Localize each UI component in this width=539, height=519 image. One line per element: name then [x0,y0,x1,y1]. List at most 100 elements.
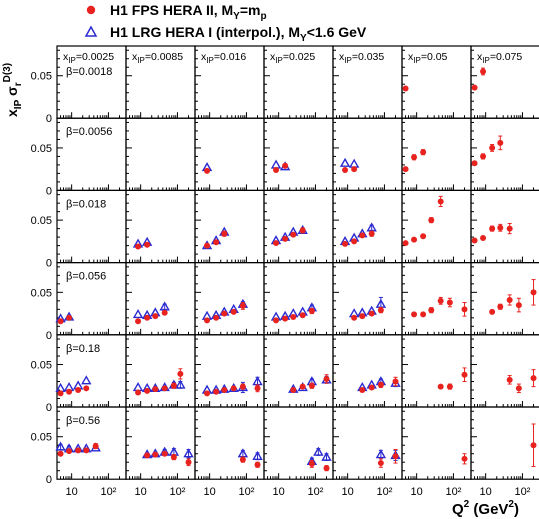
fps-data-point [420,311,427,318]
fps-data-point [377,307,384,314]
lrg-data-point [252,450,263,460]
column-label-xip: xIP=0.075 [477,51,522,65]
panel-grid: 0 0.05 0 0.05 0 0.05 0 0.05 0 0.05 0 0.05 10 10² 10 10²… [31,45,539,498]
panel-frame [401,406,472,480]
fps-data-point [497,224,504,231]
fps-data-point [221,310,228,317]
fps-data-point [152,313,159,320]
panel-frame [194,117,265,191]
fps-data-point [144,314,151,321]
fps-data-point [368,230,375,237]
panel-frame [263,117,334,191]
row-label-beta: β=0.056 [66,271,106,283]
fps-data-point [411,311,418,318]
panel-frame [125,406,196,480]
x-tick-label: 10 [135,486,147,498]
fps-data-point [480,153,487,160]
fps-data-point [530,442,537,449]
fps-data-point [161,309,168,316]
panel-frame [194,334,265,408]
panel-frame [194,189,265,264]
fps-data-point [392,453,399,460]
panel-frame [263,406,334,480]
fps-data-point [437,297,444,304]
panel-frame [194,262,265,336]
fps-data-point [177,370,184,377]
fps-data-point [506,376,513,383]
fps-data-point [368,384,375,391]
fps-data-point [161,385,168,392]
fps-data-point [489,225,496,232]
fps-data-point [213,388,220,395]
x-tick-label: 10 [66,486,78,498]
x-tick-label: 10 [342,486,354,498]
panel-frame [332,189,403,264]
fps-data-point [308,460,315,467]
legend-lrg-label: H1 LRG HERA I (interpol.), MY<1.6 GeV [110,24,367,44]
fps-data-point [144,452,151,459]
fps-data-point [290,313,297,320]
fps-data-point [351,166,358,173]
fps-data-point [66,314,73,321]
fps-data-point [506,225,513,232]
lrg-data-point [132,382,144,392]
fps-data-point [230,308,237,315]
fps-data-point [446,299,453,306]
lrg-data-point [321,451,332,461]
fps-data-point [437,383,444,390]
column-label-xip: xIP=0.035 [339,51,384,65]
fps-data-point [461,306,468,313]
panel-frame [194,406,265,480]
fps-data-point [57,390,64,397]
fps-data-point [204,317,211,324]
fps-data-point [342,167,349,174]
fps-data-point [446,383,453,390]
legend-fps-label: H1 FPS HERA II, MY=mp [110,2,267,22]
fps-data-point [83,385,90,392]
fps-data-point [299,227,306,234]
lrg-data-point [55,382,66,393]
x-tick-label: 10² [169,486,185,498]
fps-data-point [489,308,496,315]
fps-data-point [308,308,315,315]
y-tick-label: 0 [46,474,52,486]
fps-data-point [471,160,478,167]
fps-data-point [254,385,261,392]
fps-data-point [428,307,435,314]
fps-data-point [323,465,330,472]
fps-data-point [323,375,330,382]
fps-data-point [213,239,220,246]
fps-data-point [75,447,82,454]
row-label-beta: β=0.0056 [66,126,112,138]
fps-data-point [290,387,297,394]
panel-frame [125,262,196,336]
fps-data-point [282,162,289,169]
row-label-beta: β=0.018 [66,198,106,210]
fps-data-point [230,385,237,392]
lrg-data-point [339,157,351,167]
fps-data-point [411,236,418,243]
lrg-data-point [132,309,144,319]
fps-data-point [359,313,366,320]
x-tick-label: 10² [445,486,461,498]
fps-data-point [273,317,280,324]
fps-data-point [239,456,246,463]
lrg-data-point [348,158,360,168]
fps-data-point [161,450,168,457]
legend-lrg-marker [84,25,98,37]
fps-data-point [351,314,358,321]
fps-data-point [437,198,444,205]
lrg-data-point [183,448,194,458]
fps-data-point [428,217,435,224]
panel-frame [332,117,403,191]
x-tick-label: 10² [514,486,530,498]
fps-data-point [506,296,513,303]
x-tick-label: 10 [204,486,216,498]
column-label-xip: xIP=0.025 [270,51,315,65]
fps-data-point [480,234,487,241]
legend-fps-marker [86,5,96,15]
fps-data-point [152,451,159,458]
x-tick-label: 10² [238,486,254,498]
column-label-xip: xIP=0.016 [201,51,246,65]
